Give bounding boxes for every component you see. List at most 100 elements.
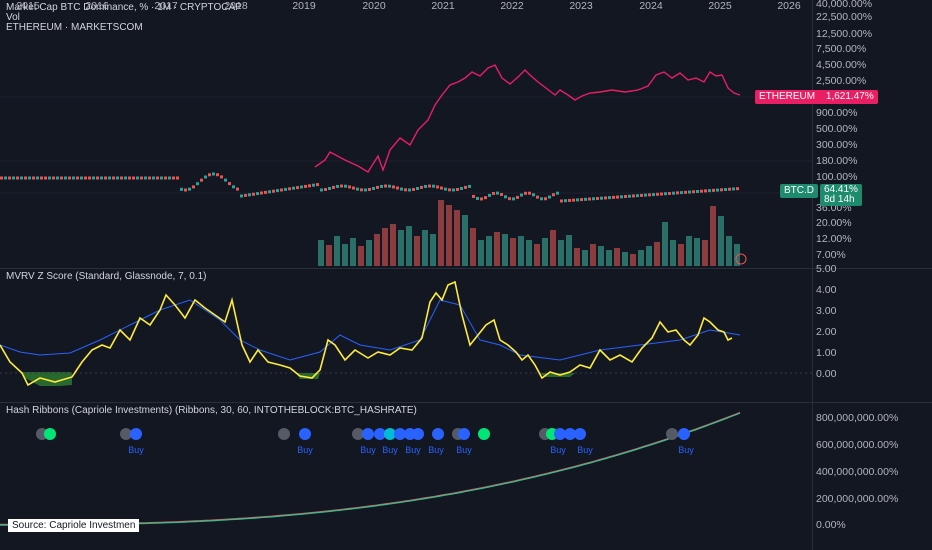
volume-bar	[326, 245, 332, 266]
price-axis[interactable]	[812, 0, 932, 550]
dominance-candle	[692, 190, 695, 194]
dominance-candle	[224, 178, 227, 182]
volume-bar	[462, 215, 468, 266]
dominance-candle	[564, 199, 567, 203]
dominance-candle	[708, 189, 711, 193]
dominance-candle	[4, 176, 7, 180]
dominance-candle	[604, 196, 607, 200]
volume-bar	[638, 250, 644, 266]
volume-bar	[582, 250, 588, 266]
volume-bar	[350, 238, 356, 266]
dominance-candle	[152, 176, 155, 180]
mvrv-pane-title[interactable]: MVRV Z Score (Standard, Glassnode, 7, 0.…	[6, 271, 207, 282]
dominance-candle	[644, 193, 647, 197]
buy-signal-label: Buy	[382, 445, 398, 455]
dominance-candle	[676, 191, 679, 195]
dominance-candle	[412, 187, 415, 191]
dominance-candle	[508, 197, 511, 201]
volume-bar	[702, 240, 708, 266]
ethereum-overlay-legend[interactable]: ETHEREUM · MARKETSCOM	[6, 22, 143, 33]
dominance-candle	[124, 176, 127, 180]
dominance-candle	[468, 184, 471, 188]
dominance-candle	[684, 190, 687, 194]
dominance-candle	[588, 197, 591, 201]
volume-bar	[398, 230, 404, 266]
btcd-name-badge: BTC.D	[780, 184, 818, 198]
dominance-candle	[480, 197, 483, 201]
dominance-candle	[524, 191, 527, 195]
ribbon-signal-dot	[384, 428, 396, 440]
volume-bar	[494, 232, 500, 266]
main-axis-tick: 100.00%	[816, 171, 858, 183]
ribbon-signal-dot	[666, 428, 678, 440]
dominance-candle	[300, 185, 303, 189]
dominance-candle	[560, 199, 563, 203]
dominance-candle	[568, 198, 571, 202]
source-label: Source: Capriole Investmen	[8, 519, 140, 532]
dominance-candle	[76, 176, 79, 180]
ribbon-signal-dot	[362, 428, 374, 440]
mvrv-axis-tick: 3.00	[816, 305, 837, 317]
dominance-candle	[64, 176, 67, 180]
dominance-candle	[156, 176, 159, 180]
dominance-candle	[208, 173, 211, 177]
main-axis-tick: 12,500.00%	[816, 28, 873, 40]
dominance-candle	[204, 175, 207, 179]
dominance-candle	[628, 194, 631, 198]
hash-ribbons-title[interactable]: Hash Ribbons (Capriole Investments) (Rib…	[6, 405, 417, 416]
dominance-candle	[196, 182, 199, 186]
volume-legend[interactable]: Vol	[6, 12, 20, 23]
dominance-candle	[544, 197, 547, 201]
dominance-candle	[32, 176, 35, 180]
btcd-countdown: 8d 14h	[824, 194, 855, 205]
dominance-candle	[712, 188, 715, 192]
main-axis-tick: 2,500.00%	[816, 75, 867, 87]
dominance-candle	[456, 187, 459, 191]
dominance-candle	[180, 187, 183, 191]
dominance-candle	[256, 192, 259, 196]
pane-divider-2[interactable]	[0, 402, 932, 403]
dominance-candle	[596, 196, 599, 200]
dominance-candle	[532, 193, 535, 197]
dominance-candle	[608, 196, 611, 200]
dominance-candle	[640, 193, 643, 197]
volume-bar	[694, 238, 700, 266]
dominance-candle	[696, 189, 699, 193]
dominance-candle	[44, 176, 47, 180]
dominance-candle	[268, 190, 271, 194]
dominance-candle	[464, 185, 467, 189]
dominance-candle	[616, 195, 619, 199]
pane-divider-1[interactable]	[0, 268, 932, 269]
volume-bar	[574, 248, 580, 266]
dominance-candle	[380, 184, 383, 188]
dominance-candle	[500, 192, 503, 196]
volume-bar	[518, 236, 524, 266]
main-axis-tick: 4,500.00%	[816, 59, 867, 71]
dominance-candle	[280, 188, 283, 192]
dominance-candle	[164, 176, 167, 180]
dominance-candle	[504, 195, 507, 199]
volume-bar	[678, 244, 684, 266]
main-pane-title[interactable]: Market Cap BTC Dominance, % · 1M · CRYPT…	[6, 2, 242, 13]
dominance-candle	[72, 176, 75, 180]
dominance-candle	[552, 193, 555, 197]
dominance-candle	[48, 176, 51, 180]
volume-bar	[558, 240, 564, 266]
dominance-candle	[24, 176, 27, 180]
main-axis-tick: 180.00%	[816, 155, 858, 167]
dominance-candle	[700, 189, 703, 193]
mvrv-average-line	[0, 299, 741, 361]
dominance-candle	[732, 187, 735, 191]
dominance-candle	[220, 175, 223, 179]
main-axis-tick: 40,000.00%	[816, 0, 873, 10]
ribbon-signal-dot	[554, 428, 566, 440]
ribbon-signal-dot	[564, 428, 576, 440]
volume-bar	[382, 228, 388, 266]
dominance-candle	[472, 194, 475, 198]
dominance-candle	[232, 185, 235, 189]
volume-bar	[622, 252, 628, 266]
time-axis-tick: 2023	[569, 0, 593, 12]
buy-signal-label: Buy	[428, 445, 444, 455]
dominance-candle	[148, 176, 151, 180]
dominance-candle	[292, 186, 295, 190]
